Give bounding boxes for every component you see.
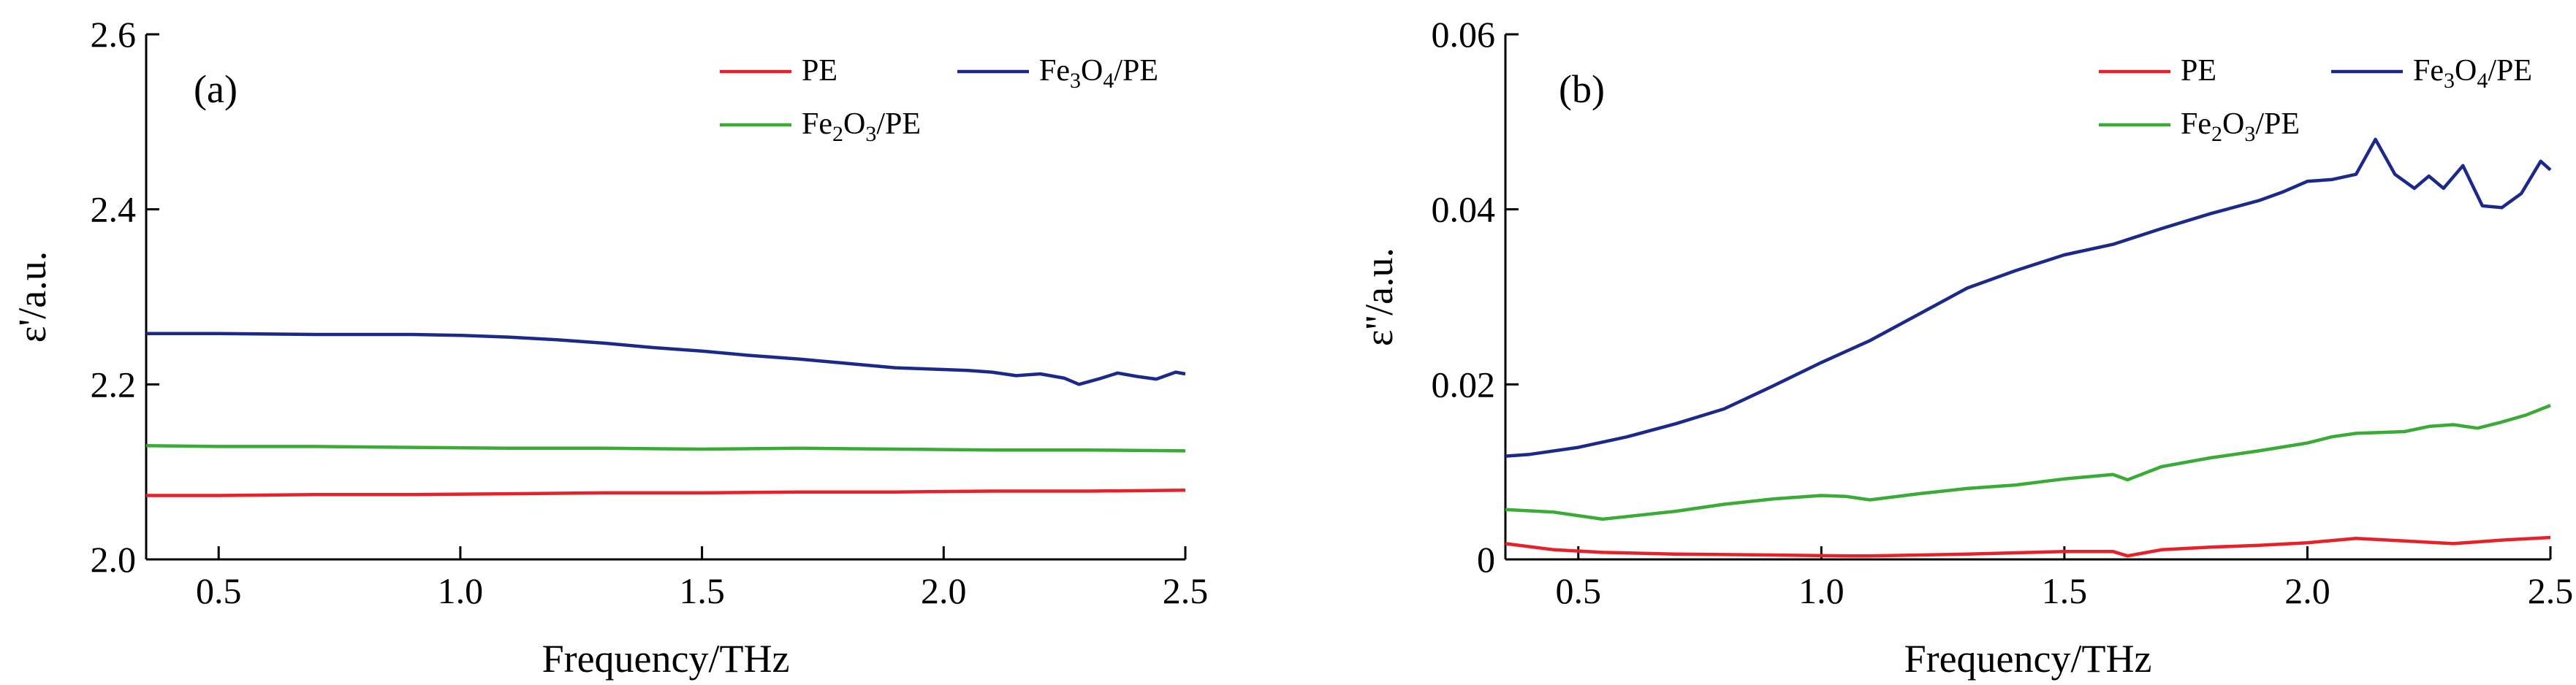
x-tick-label: 1.5 <box>679 570 725 611</box>
legend-label: PE <box>2181 54 2216 88</box>
series-line-2 <box>1505 404 2551 521</box>
x-tick-label: 1.0 <box>438 570 484 611</box>
y-tick-label: 0.04 <box>1432 189 1496 230</box>
panel-b: 0 0.02 0.04 0.06 0.5 1.0 1.5 2.0 2.5 Frequency/TH… <box>1357 14 2573 681</box>
panel-label: (b) <box>1559 67 1605 111</box>
x-axis-title: Frequency/THz <box>1904 637 2152 681</box>
x-tick-label: 1.5 <box>2042 570 2088 611</box>
x-tick-label: 1.0 <box>1798 570 1844 611</box>
x-tick-label: 2.0 <box>2284 570 2330 611</box>
y-tick-label: 2.0 <box>91 539 137 580</box>
y-tick-label: 2.2 <box>91 364 137 405</box>
x-tick-label: 0.5 <box>1556 570 1602 611</box>
panel-label: (a) <box>194 67 238 111</box>
y-tick-label: 0.06 <box>1432 14 1496 55</box>
series-line-0 <box>146 489 1186 497</box>
x-tick-label: 2.0 <box>921 570 967 611</box>
y-tick-label: 0 <box>1477 539 1495 580</box>
legend-label: Fe3O4/PE <box>2413 54 2532 93</box>
legend-label: Fe2O3/PE <box>802 107 921 146</box>
legend-label: PE <box>802 54 837 88</box>
x-tick-label: 0.5 <box>196 570 242 611</box>
x-tick-label: 2.5 <box>1163 570 1209 611</box>
series-line-1 <box>146 332 1186 386</box>
x-tick-label: 2.5 <box>2528 570 2574 611</box>
y-tick-label: 2.4 <box>91 189 137 230</box>
series-line-1 <box>1505 137 2552 458</box>
panel-a: 2.0 2.2 2.4 2.6 0.5 1.0 1.5 2.0 2.5 Frequency/THz… <box>10 14 1208 681</box>
y-axis-title: ε'/a.u. <box>10 251 54 342</box>
series-line-2 <box>145 443 1186 453</box>
legend-label: Fe3O4/PE <box>1039 54 1158 93</box>
y-axis-title: ε''/a.u. <box>1357 248 1401 346</box>
y-tick-label: 0.02 <box>1432 364 1496 405</box>
series-line-0 <box>1505 535 2551 558</box>
legend-label: Fe2O3/PE <box>2181 107 2300 146</box>
y-tick-label: 2.6 <box>91 14 137 55</box>
x-axis-title: Frequency/THz <box>542 637 790 681</box>
